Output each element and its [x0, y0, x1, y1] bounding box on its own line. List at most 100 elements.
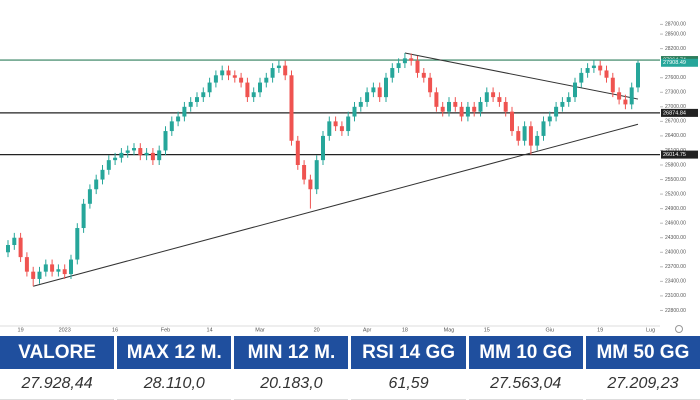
candle-body [554, 106, 559, 117]
candle-body [440, 106, 445, 112]
candle-body [270, 68, 275, 78]
candle-body [220, 70, 225, 76]
trendline [33, 123, 639, 287]
stats-table: VALORE MAX 12 M. MIN 12 M. RSI 14 GG MM 10 G… [0, 336, 700, 400]
table-cell: 20.183,0 [234, 369, 349, 400]
candle-body [207, 82, 212, 93]
candle-body [636, 62, 640, 88]
candle-body [604, 70, 609, 78]
candle-body [195, 97, 199, 102]
table-header: RSI 14 GG [351, 336, 466, 369]
candle-body [617, 92, 622, 100]
x-tick-label: Mar [255, 327, 265, 333]
candle-body [188, 101, 193, 107]
candle-body [491, 92, 496, 98]
candle-body [258, 82, 262, 93]
x-tick-label: Giu [546, 327, 555, 333]
candle-body [245, 82, 250, 98]
candle-body [132, 148, 136, 151]
candle-body [100, 169, 105, 180]
y-tick-label: 27000.00 [665, 104, 686, 110]
candle-body [81, 203, 86, 229]
table-cell: 61,59 [351, 369, 466, 400]
candle-body [579, 72, 584, 83]
candle-body [113, 157, 118, 161]
candle-body [522, 126, 527, 141]
candle-body [125, 150, 130, 153]
y-tick-label: 28500.00 [665, 31, 686, 37]
x-tick-label: Apr [363, 327, 372, 333]
candle-body [591, 65, 596, 69]
price-box [661, 108, 698, 117]
price-box-label: 26874.84 [663, 110, 686, 116]
candle-body [87, 189, 92, 204]
candle-body [295, 140, 300, 165]
candle-body [346, 116, 351, 132]
candle-body [566, 97, 571, 102]
x-tick-label: 20 [314, 327, 320, 333]
candle-body [478, 101, 483, 112]
x-tick-label: 19 [18, 327, 24, 333]
candle-body [276, 65, 281, 69]
candle-body [629, 87, 634, 105]
candle-body [50, 264, 55, 272]
candle-body [428, 77, 433, 93]
price-box [661, 150, 698, 159]
y-tick-label: 24000.00 [665, 250, 686, 256]
candle-body [43, 264, 48, 272]
price-box-label: 27908.49 [663, 60, 686, 66]
candle-body [213, 75, 218, 83]
table-header: VALORE [0, 336, 115, 369]
candle-body [497, 97, 502, 102]
settings-icon[interactable] [675, 325, 683, 333]
x-tick-label: Feb [161, 327, 170, 333]
candle-body [251, 92, 256, 98]
candle-body [163, 131, 168, 151]
candle-body [510, 111, 514, 132]
candle-body [384, 77, 388, 98]
candle-body [339, 126, 344, 132]
candle-body [56, 269, 61, 272]
table-cell: 27.209,23 [585, 369, 700, 400]
candle-body [409, 58, 414, 61]
candle-body [24, 257, 29, 272]
candle-body [37, 271, 42, 279]
y-tick-label: 27600.00 [665, 75, 686, 81]
table-cell: 28.110,0 [117, 369, 232, 400]
y-tick-label: 24900.00 [665, 206, 686, 212]
candle-body [264, 77, 269, 83]
x-tick-label: 15 [484, 327, 490, 333]
y-tick-label: 28200.00 [665, 46, 686, 52]
candle-body [157, 150, 162, 161]
candle-body [232, 75, 237, 78]
candle-body [283, 65, 288, 76]
y-tick-label: 22800.00 [665, 308, 686, 314]
candle-body [541, 121, 546, 136]
candle-body [321, 135, 325, 161]
candle-body [138, 148, 143, 156]
candle-body [547, 116, 552, 122]
candle-body [358, 101, 363, 107]
y-tick-label: 25800.00 [665, 162, 686, 168]
candle-body [327, 121, 332, 136]
candle-body [289, 75, 294, 141]
candle-body [623, 99, 628, 105]
candle-body [144, 152, 149, 156]
candle-body [421, 72, 426, 78]
candle-body [365, 92, 370, 102]
x-tick-label: 16 [112, 327, 118, 333]
y-tick-label: 26400.00 [665, 133, 686, 139]
table-cell: 27.928,44 [0, 369, 115, 400]
candle-body [62, 269, 67, 275]
candle-body [333, 121, 338, 127]
candle-body [6, 245, 10, 253]
candle-body [484, 92, 489, 102]
candle-body [12, 237, 17, 245]
trendline [404, 52, 639, 100]
candle-body [503, 101, 508, 112]
candle-body [302, 165, 307, 180]
y-tick-label: 25500.00 [665, 177, 686, 183]
candle-body [75, 228, 80, 260]
candle-body [226, 70, 231, 76]
